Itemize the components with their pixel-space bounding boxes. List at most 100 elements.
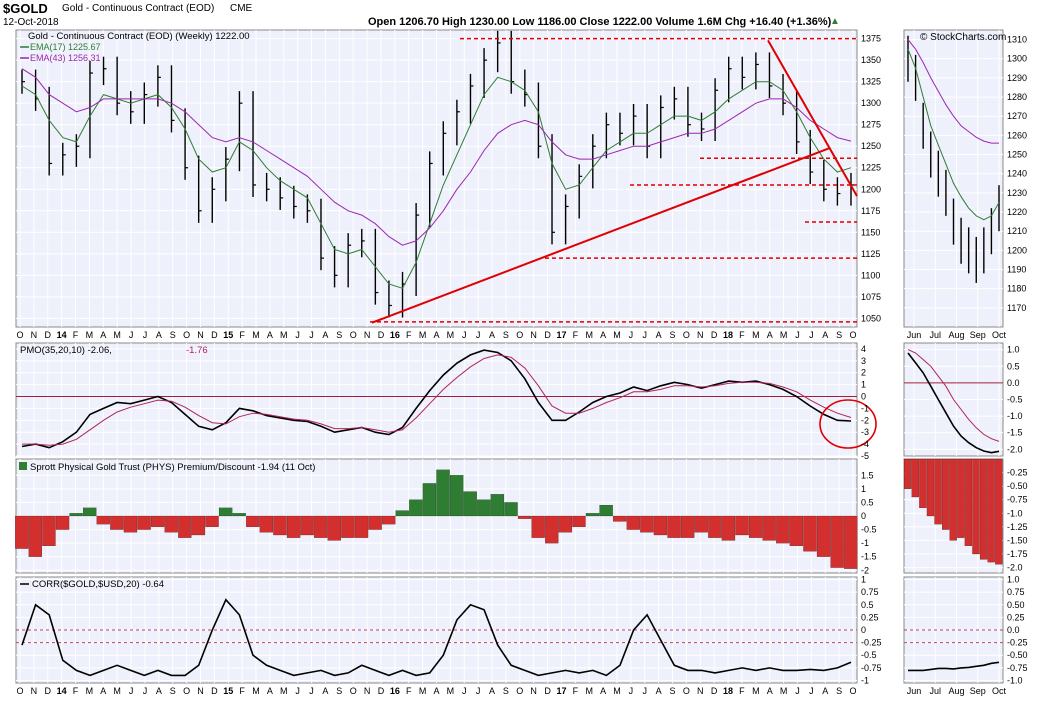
phys-bar (69, 513, 83, 517)
x-tick-label: M (585, 686, 593, 696)
x-tick-label: M (752, 330, 760, 340)
x-tick-label: O (516, 330, 523, 340)
corr-line-daily (908, 661, 1000, 672)
x-tick-label: J (629, 686, 634, 696)
y-tick-label-daily: -2.0 (1007, 444, 1023, 454)
phys-bar (844, 515, 858, 569)
x-tick-label: M (447, 686, 455, 696)
x-tick-label: N (697, 330, 704, 340)
y-tick-label: 1325 (861, 77, 881, 87)
price-legend: Gold - Continuous Contract (EOD) (Weekly… (28, 31, 250, 42)
phys-bar (300, 515, 314, 536)
phys-bar (123, 515, 138, 533)
x-tick-label: A (656, 330, 662, 340)
exchange-label: CME (230, 3, 253, 14)
y-tick-label: 0 (861, 511, 866, 521)
x-tick-label: A (656, 686, 662, 696)
phys-bar (735, 515, 749, 536)
x-tick-label: J (143, 330, 148, 340)
y-tick-label: -2 (861, 415, 869, 425)
x-tick-label: J (476, 686, 481, 696)
x-tick-label: J (476, 330, 481, 340)
symbol-description: Gold - Continuous Contract (EOD) (62, 3, 215, 14)
x-tick-label: M (113, 686, 121, 696)
phys-bar-daily (987, 458, 995, 563)
y-tick-label-daily: 1180 (1007, 284, 1026, 294)
x-tick-label: N (197, 330, 204, 340)
phys-bar (585, 513, 600, 517)
phys-bar (762, 515, 776, 541)
x-tick-label: F (239, 686, 245, 696)
phys-bar (205, 515, 219, 527)
phys-bar-daily (957, 458, 965, 538)
x-tick-label-daily: Aug (948, 686, 964, 696)
phys-bar (422, 483, 437, 517)
x-tick-label: M (752, 686, 760, 696)
phys-bar (667, 515, 681, 538)
y-tick-label-daily: -1.0 (1007, 411, 1023, 421)
x-tick-label: A (600, 330, 606, 340)
phys-bar (653, 515, 668, 536)
x-tick-label-daily: Jun (907, 330, 922, 340)
copyright-label: © StockCharts.com (920, 32, 1007, 43)
phys-bar (830, 515, 844, 568)
x-tick-label: 18 (723, 330, 733, 340)
y-tick-label-daily: 0.25 (1007, 612, 1025, 622)
x-tick-label: M (585, 330, 593, 340)
y-tick-label-daily: 1220 (1007, 207, 1027, 217)
y-tick-label: -0.5 (861, 650, 877, 660)
x-tick-label: J (295, 686, 300, 696)
y-tick-label: 1100 (861, 270, 880, 280)
x-tick-label-daily: Jul (929, 330, 941, 340)
x-tick-label: D (711, 330, 718, 340)
phys-bar (83, 507, 97, 517)
pmo-legend: PMO(35,20,10) -2.06, (20, 345, 112, 356)
x-tick-label: O (683, 686, 690, 696)
x-tick-label: O (849, 330, 856, 340)
x-tick-label: M (113, 330, 121, 340)
phys-bar-daily (949, 458, 957, 541)
x-tick-label: J (309, 330, 314, 340)
x-tick-label: A (489, 330, 495, 340)
x-tick-label: 15 (223, 330, 233, 340)
phys-bar (341, 515, 355, 538)
y-tick-label-daily: -1.0 (1007, 508, 1023, 518)
phys-bar-daily (964, 458, 973, 546)
x-tick-label: 17 (556, 686, 566, 696)
phys-bar (110, 515, 124, 530)
phys-bar (490, 494, 505, 517)
x-tick-label: F (406, 330, 412, 340)
x-tick-label-daily: Oct (992, 686, 1007, 696)
x-tick-label-daily: Sep (970, 330, 986, 340)
x-tick-label: N (697, 686, 704, 696)
x-tick-label: 14 (57, 330, 67, 340)
y-tick-label-daily: 1300 (1007, 54, 1027, 64)
x-tick-label: F (573, 330, 579, 340)
y-tick-label: 1 (861, 380, 866, 390)
x-tick-label: A (433, 686, 439, 696)
phys-bar (572, 515, 586, 527)
phys-bar (137, 515, 151, 530)
phys-bar (409, 499, 423, 517)
phys-bar (789, 515, 804, 546)
phys-bar (259, 515, 274, 533)
x-tick-label: 15 (223, 686, 233, 696)
phys-bar (504, 502, 518, 517)
x-tick-label: N (364, 686, 371, 696)
quote-up-icon: ▲ (830, 16, 840, 27)
phys-bar (42, 515, 56, 546)
x-tick-label: O (183, 686, 190, 696)
phys-bar (246, 515, 260, 527)
y-tick-label: 1125 (861, 249, 880, 259)
y-tick-label: 1050 (861, 313, 881, 323)
phys-bar (368, 515, 382, 530)
x-tick-label: O (16, 686, 23, 696)
phys-bar (626, 515, 640, 530)
x-tick-label: S (336, 686, 342, 696)
y-tick-label: 1375 (861, 34, 881, 44)
x-tick-label: 16 (390, 686, 400, 696)
phys-bar (314, 515, 328, 538)
phys-bar (178, 515, 192, 538)
